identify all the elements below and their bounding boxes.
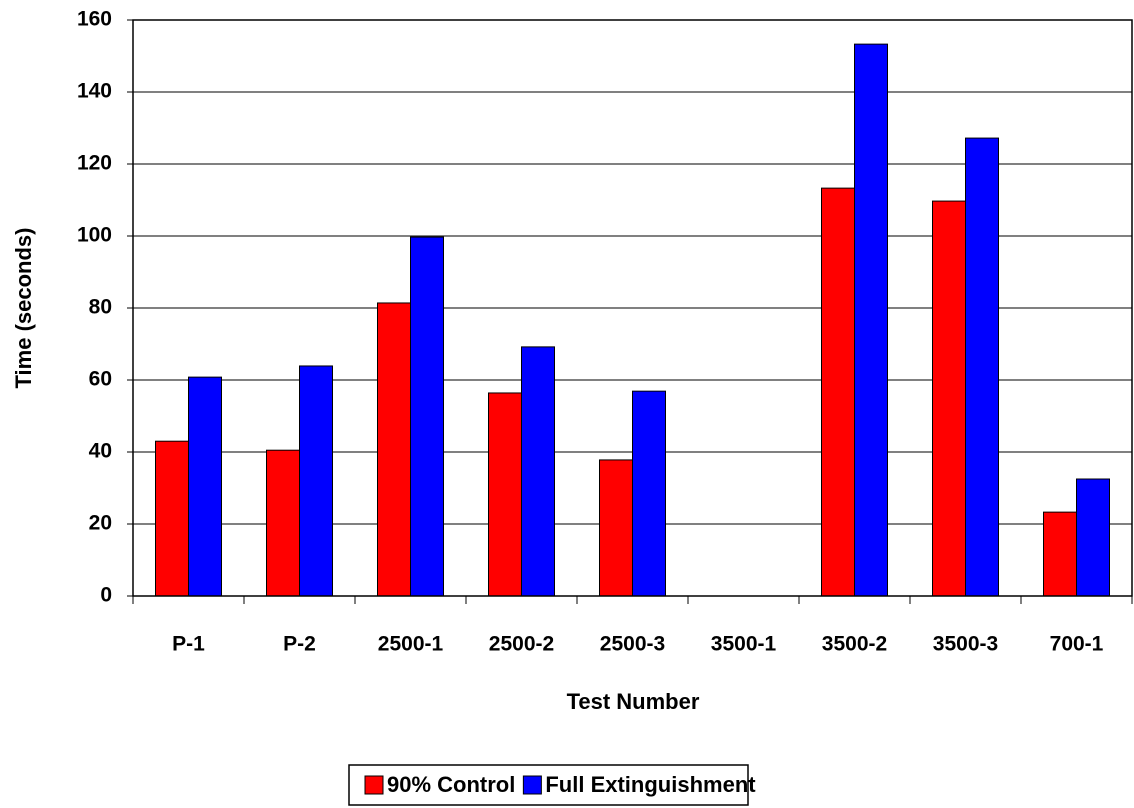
bar	[266, 449, 300, 597]
bar	[599, 459, 633, 597]
bar	[410, 236, 444, 597]
bar	[488, 392, 522, 597]
y-tick-label: 40	[89, 440, 112, 463]
y-axis-title: Time (seconds)	[11, 228, 36, 389]
legend-swatch	[364, 775, 384, 795]
bar	[965, 137, 999, 597]
legend-swatch	[522, 775, 542, 795]
legend-label: 90% Control	[387, 772, 515, 797]
x-tick-label: 3500-1	[711, 633, 777, 656]
bar	[854, 43, 888, 597]
bar	[155, 440, 189, 597]
x-tick-label: 3500-2	[822, 633, 887, 656]
x-tick-label: P-1	[172, 633, 205, 656]
y-tick-label: 0	[100, 584, 112, 607]
x-axis-title: Test Number	[567, 689, 700, 714]
bar	[932, 200, 966, 597]
bar	[1043, 511, 1077, 597]
x-tick-label: 700-1	[1050, 633, 1104, 656]
y-tick-label: 160	[77, 8, 112, 31]
bar	[1076, 478, 1110, 597]
x-tick-label: 2500-3	[600, 633, 665, 656]
x-tick-label: 2500-2	[489, 633, 554, 656]
bar	[521, 346, 555, 597]
y-tick-label: 140	[77, 80, 112, 103]
bar	[299, 365, 333, 597]
bar	[632, 390, 666, 597]
y-tick-label: 80	[89, 296, 112, 319]
x-tick-label: 2500-1	[378, 633, 444, 656]
legend-label: Full Extinguishment	[545, 772, 756, 797]
y-tick-label: 20	[89, 512, 112, 535]
plot-border	[132, 19, 1133, 597]
y-tick-label: 100	[77, 224, 112, 247]
y-tick-label: 60	[89, 368, 112, 391]
bar	[188, 376, 222, 597]
y-tick-label: 120	[77, 152, 112, 175]
bar	[821, 187, 855, 597]
bar	[377, 302, 411, 597]
x-tick-label: P-2	[283, 633, 316, 656]
legend-box	[348, 764, 749, 806]
x-tick-label: 3500-3	[933, 633, 998, 656]
